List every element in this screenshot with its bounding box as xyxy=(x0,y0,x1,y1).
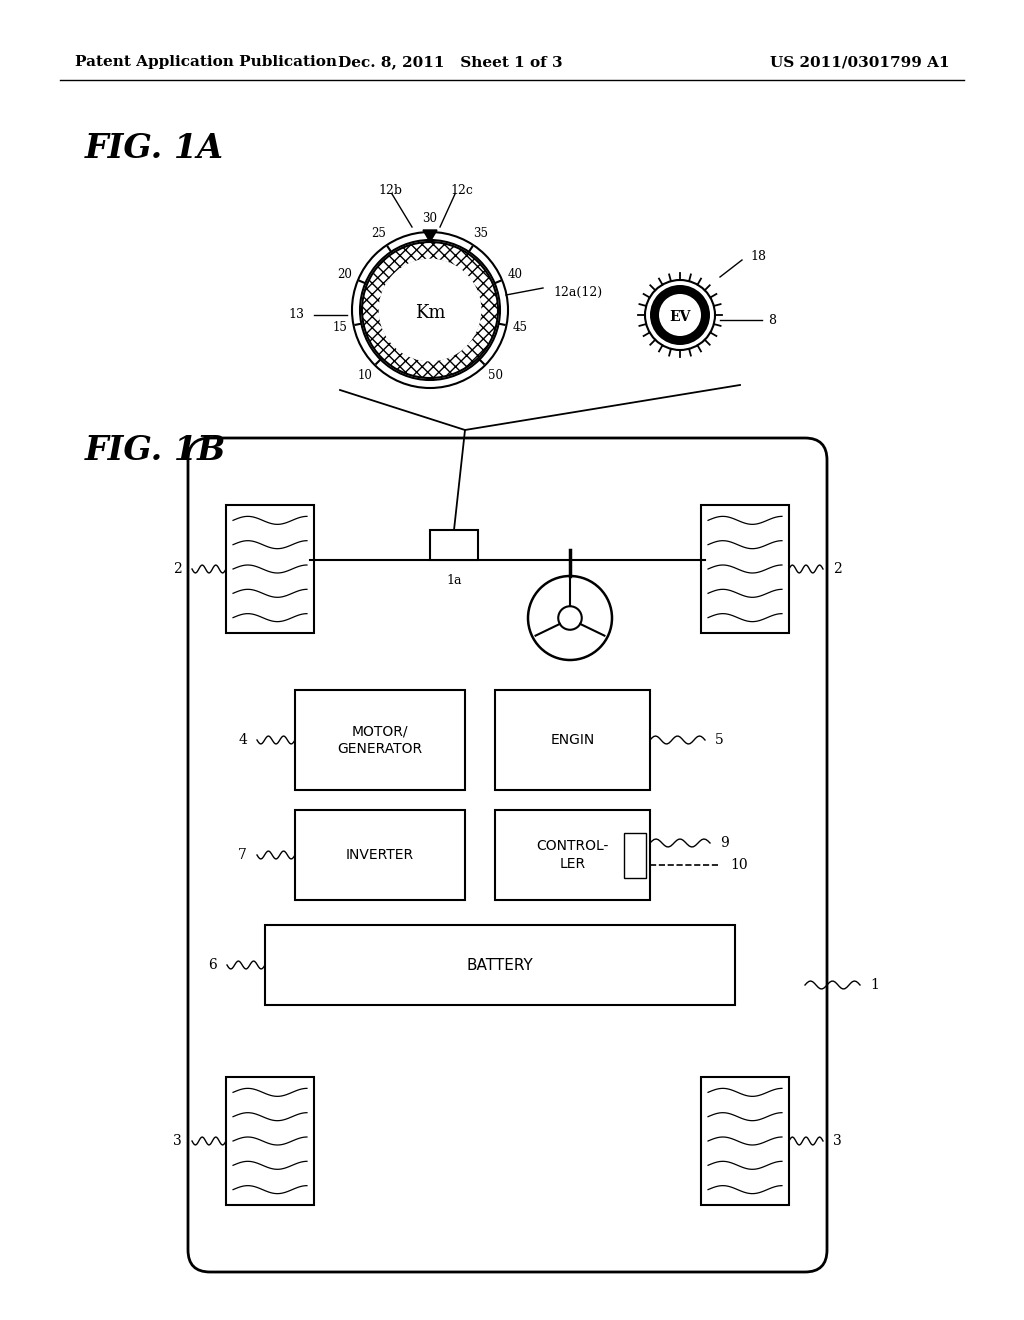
FancyBboxPatch shape xyxy=(295,810,465,900)
Circle shape xyxy=(650,285,710,345)
Text: 20: 20 xyxy=(338,268,352,281)
Text: 1: 1 xyxy=(870,978,879,993)
Text: 3: 3 xyxy=(833,1134,842,1148)
Text: 12a(12): 12a(12) xyxy=(553,285,602,298)
Text: 35: 35 xyxy=(474,227,488,240)
Text: 30: 30 xyxy=(423,211,437,224)
Circle shape xyxy=(659,294,701,337)
Text: INVERTER: INVERTER xyxy=(346,847,414,862)
Text: Dec. 8, 2011   Sheet 1 of 3: Dec. 8, 2011 Sheet 1 of 3 xyxy=(338,55,562,69)
Text: 50: 50 xyxy=(487,368,503,381)
Polygon shape xyxy=(423,230,437,242)
Text: 13: 13 xyxy=(288,309,304,322)
Text: MOTOR/
GENERATOR: MOTOR/ GENERATOR xyxy=(338,725,423,755)
Text: 3: 3 xyxy=(173,1134,182,1148)
Text: EV: EV xyxy=(670,310,690,323)
FancyBboxPatch shape xyxy=(430,531,478,560)
Text: 7: 7 xyxy=(239,847,247,862)
Text: 6: 6 xyxy=(208,958,217,972)
FancyBboxPatch shape xyxy=(495,690,650,789)
Text: Patent Application Publication: Patent Application Publication xyxy=(75,55,337,69)
Text: 9: 9 xyxy=(720,836,729,850)
Text: 2: 2 xyxy=(173,562,182,576)
FancyBboxPatch shape xyxy=(701,1077,790,1205)
Text: FIG. 1A: FIG. 1A xyxy=(85,132,224,165)
Text: 45: 45 xyxy=(513,322,527,334)
Text: 12b: 12b xyxy=(378,183,402,197)
Text: 40: 40 xyxy=(508,268,522,281)
Text: 12c: 12c xyxy=(451,183,473,197)
Text: 5: 5 xyxy=(715,733,724,747)
Text: US 2011/0301799 A1: US 2011/0301799 A1 xyxy=(770,55,950,69)
Text: 18: 18 xyxy=(750,251,766,264)
FancyBboxPatch shape xyxy=(188,438,827,1272)
Text: 2: 2 xyxy=(833,562,842,576)
FancyBboxPatch shape xyxy=(295,690,465,789)
Text: 15: 15 xyxy=(333,322,347,334)
Text: 10: 10 xyxy=(357,368,373,381)
Text: ENGIN: ENGIN xyxy=(550,733,595,747)
Text: FIG. 1B: FIG. 1B xyxy=(85,433,226,466)
Text: 25: 25 xyxy=(372,227,386,240)
FancyBboxPatch shape xyxy=(226,1077,314,1205)
Text: 1a: 1a xyxy=(446,573,462,586)
FancyBboxPatch shape xyxy=(226,506,314,634)
Circle shape xyxy=(380,260,480,360)
Text: CONTROL-
LER: CONTROL- LER xyxy=(537,840,608,871)
FancyBboxPatch shape xyxy=(265,925,735,1005)
FancyBboxPatch shape xyxy=(624,833,646,878)
Text: BATTERY: BATTERY xyxy=(467,957,534,973)
Text: 10: 10 xyxy=(730,858,748,873)
Text: 4: 4 xyxy=(239,733,247,747)
Text: Km: Km xyxy=(415,304,445,322)
FancyBboxPatch shape xyxy=(495,810,650,900)
Text: 8: 8 xyxy=(768,314,776,326)
FancyBboxPatch shape xyxy=(701,506,790,634)
